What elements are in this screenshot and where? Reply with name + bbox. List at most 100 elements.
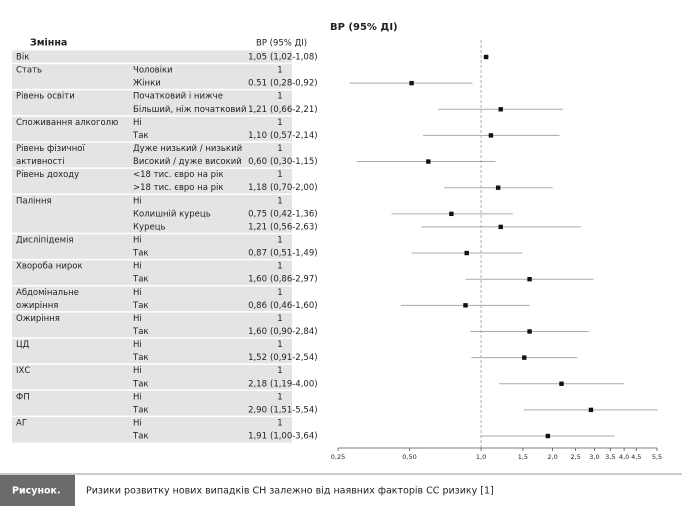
value-label: 2,90 — [248, 405, 267, 415]
reference-label: 1 — [277, 392, 282, 402]
reference-label: 1 — [277, 196, 282, 206]
level-label: Ні — [133, 288, 142, 298]
caption-label: Рисунок. — [12, 486, 61, 497]
level-label: Так — [132, 353, 149, 363]
x-tick-label: 2,5 — [570, 453, 580, 461]
reference-label: 1 — [277, 366, 282, 376]
level-label: Так — [132, 275, 149, 285]
variable-name: Рівень фізичної — [16, 144, 85, 154]
variable-name: Стать — [16, 66, 42, 76]
x-tick-label: 2,0 — [547, 453, 557, 461]
level-label: Ні — [133, 118, 142, 128]
chart-title: ВР (95% ДІ) — [330, 22, 398, 33]
variable-name: активності — [16, 157, 65, 167]
variable-name: АГ — [16, 418, 27, 428]
ci-label: (0,57-2,14) — [270, 131, 318, 141]
reference-label: 1 — [277, 66, 282, 76]
level-label: Так — [132, 301, 149, 311]
caption-text: Ризики розвитку нових випадків СН залежн… — [86, 486, 494, 497]
level-label: Високий / дуже високий — [133, 157, 242, 167]
variable-name: Вік — [16, 53, 29, 63]
level-label: Ні — [133, 418, 142, 428]
point-estimate — [483, 54, 489, 60]
variable-name: ФП — [16, 392, 30, 402]
value-label: 0,75 — [248, 209, 267, 219]
value-label: 1,52 — [248, 353, 267, 363]
level-label: Так — [132, 131, 149, 141]
point-estimate — [588, 407, 594, 413]
level-label: Більший, ніж початковий — [133, 105, 246, 115]
point-estimate — [463, 303, 468, 308]
column-header: Змінна — [30, 38, 67, 49]
x-tick-label: 4,5 — [631, 453, 641, 461]
x-tick-label: 5,5 — [652, 453, 662, 461]
column-header: ВР (95% ДІ) — [256, 39, 307, 49]
point-estimate — [498, 224, 503, 230]
x-tick-label: 0,50 — [402, 453, 416, 461]
level-label: Ні — [133, 314, 142, 324]
ci-label: (0,70-2,00) — [270, 183, 318, 193]
level-label: Так — [132, 405, 149, 415]
variable-name: Хвороба нирок — [16, 262, 83, 272]
variable-name: Рівень доходу — [16, 170, 79, 180]
ci-label: (1,00-3,64) — [270, 432, 318, 442]
level-label: Ні — [133, 196, 142, 206]
variable-name: ІХС — [16, 366, 30, 376]
value-label: 0,87 — [248, 249, 267, 259]
x-tick-label: 3,0 — [589, 453, 599, 461]
value-label: 1,60 — [248, 275, 267, 285]
level-label: <18 тис. євро на рік — [133, 170, 224, 180]
value-label: 0,86 — [248, 301, 267, 311]
level-label: Курець — [133, 222, 166, 232]
point-estimate — [527, 276, 532, 282]
level-label: >18 тис. євро на рік — [133, 183, 224, 193]
variable-name: Ожиріння — [16, 314, 60, 324]
level-label: Ні — [133, 392, 142, 402]
ci-label: (0,28-0,92) — [270, 79, 318, 89]
x-tick-label: 3,5 — [605, 453, 615, 461]
reference-label: 1 — [277, 314, 282, 324]
value-label: 0,60 — [248, 157, 267, 167]
level-label: Ні — [133, 340, 142, 350]
point-estimate — [464, 250, 469, 256]
level-label: Так — [132, 432, 149, 442]
point-estimate — [522, 355, 527, 360]
reference-label: 1 — [277, 235, 282, 245]
value-label: 1,21 — [248, 105, 267, 115]
point-estimate — [545, 433, 551, 439]
level-label: Так — [132, 327, 149, 337]
value-label: 1,10 — [248, 131, 267, 141]
point-estimate — [559, 381, 564, 386]
level-label: Колишній курець — [133, 209, 211, 219]
ci-label: (1,02-1,08) — [270, 53, 318, 63]
variable-name: Паління — [16, 196, 52, 206]
variable-name: Рівень освіти — [16, 92, 75, 102]
variable-name: ожиріння — [16, 301, 58, 311]
value-label: 2,18 — [248, 379, 267, 389]
point-estimate — [449, 211, 454, 217]
level-label: Ні — [133, 366, 142, 376]
ci-label: (0,66-2,21) — [270, 105, 318, 115]
reference-label: 1 — [277, 118, 282, 128]
variable-name: ЦД — [16, 340, 30, 350]
value-label: 1,18 — [248, 183, 267, 193]
level-label: Ні — [133, 262, 142, 272]
ci-label: (0,90-2,84) — [270, 327, 318, 337]
reference-label: 1 — [277, 170, 282, 180]
point-estimate — [498, 107, 503, 112]
ci-label: (1,51-5,54) — [270, 405, 318, 415]
value-label: 1,60 — [248, 327, 267, 337]
variable-name: Абдомінальне — [16, 288, 79, 298]
ci-label: (0,86-2,97) — [270, 275, 318, 285]
reference-label: 1 — [277, 418, 282, 428]
level-label: Так — [132, 249, 149, 259]
reference-label: 1 — [277, 288, 282, 298]
point-estimate — [527, 329, 532, 334]
point-estimate — [488, 133, 494, 138]
x-tick-label: 4,0 — [619, 453, 629, 461]
level-label: Жінки — [133, 79, 161, 89]
caption-label-box — [0, 475, 75, 506]
ci-label: (0,51-1,49) — [270, 249, 318, 259]
ci-label: (0,56-2,63) — [270, 222, 318, 232]
